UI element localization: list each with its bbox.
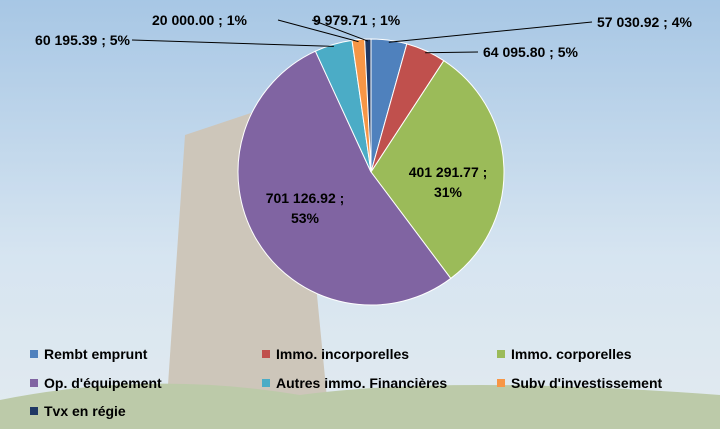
legend-entry: Rembt emprunt	[30, 346, 147, 362]
legend-label: Tvx en régie	[44, 403, 126, 419]
legend-entry: Subv d'investissement	[497, 375, 662, 391]
legend-swatch	[262, 350, 270, 358]
legend-label: Immo. corporelles	[511, 346, 632, 362]
data-label: 401 291.77 ; 31%	[398, 162, 498, 202]
legend-entry: Tvx en régie	[30, 403, 126, 419]
legend-entry: Immo. incorporelles	[262, 346, 409, 362]
legend-swatch	[30, 379, 38, 387]
legend-label: Immo. incorporelles	[276, 346, 409, 362]
legend-entry: Immo. corporelles	[497, 346, 632, 362]
data-label: 60 195.39 ; 5%	[35, 30, 130, 50]
chart: 57 030.92 ; 4% 64 095.80 ; 5% 401 291.77 ;…	[0, 0, 720, 429]
legend-label: Subv d'investissement	[511, 375, 662, 391]
legend-swatch	[30, 350, 38, 358]
data-label: 20 000.00 ; 1%	[152, 10, 247, 30]
legend-swatch	[497, 350, 505, 358]
legend-entry: Autres immo. Financières	[262, 375, 447, 391]
data-label: 701 126.92 ; 53%	[255, 188, 355, 228]
legend-swatch	[262, 379, 270, 387]
legend-label: Rembt emprunt	[44, 346, 147, 362]
data-label: 9 979.71 ; 1%	[313, 10, 400, 30]
legend-entry: Op. d'équipement	[30, 375, 162, 391]
data-label: 57 030.92 ; 4%	[597, 12, 692, 32]
legend-label: Autres immo. Financières	[276, 375, 447, 391]
legend-label: Op. d'équipement	[44, 375, 162, 391]
chart-canvas	[0, 0, 720, 429]
legend-swatch	[30, 407, 38, 415]
data-label: 64 095.80 ; 5%	[483, 42, 578, 62]
leader-line	[425, 52, 478, 53]
legend-swatch	[497, 379, 505, 387]
